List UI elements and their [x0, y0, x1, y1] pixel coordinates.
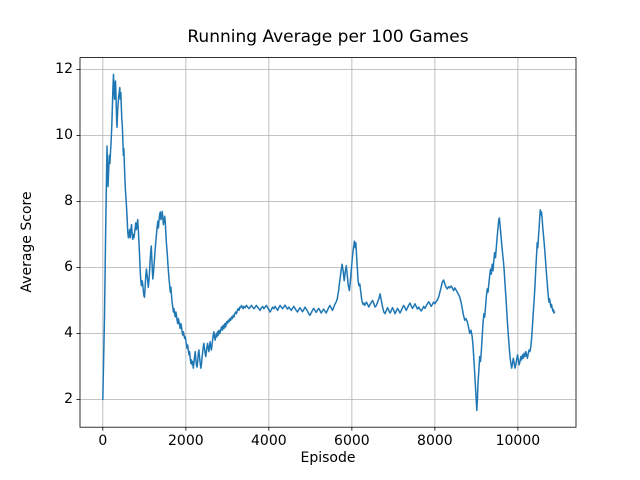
x-tick-label: 2000 [168, 433, 204, 449]
running-average-line [102, 73, 556, 412]
y-tick-label: 12 [55, 61, 73, 78]
x-tick-label: 8000 [417, 433, 453, 449]
axes-spines [79, 57, 577, 428]
y-axis-label: Average Score [19, 191, 35, 293]
y-tick-label: 6 [64, 259, 73, 276]
chart-title: Running Average per 100 Games [187, 27, 469, 47]
y-tick-label: 2 [64, 391, 73, 408]
x-tick-label: 4000 [251, 433, 287, 449]
y-tick-label: 8 [64, 193, 73, 210]
x-tick-label: 0 [98, 433, 108, 449]
x-tick-label: 6000 [334, 433, 370, 449]
x-axis-label: Episode [300, 450, 356, 466]
x-tick-label: 10000 [495, 433, 541, 449]
y-tick-label: 4 [64, 325, 73, 342]
y-tick-label: 10 [55, 127, 73, 144]
